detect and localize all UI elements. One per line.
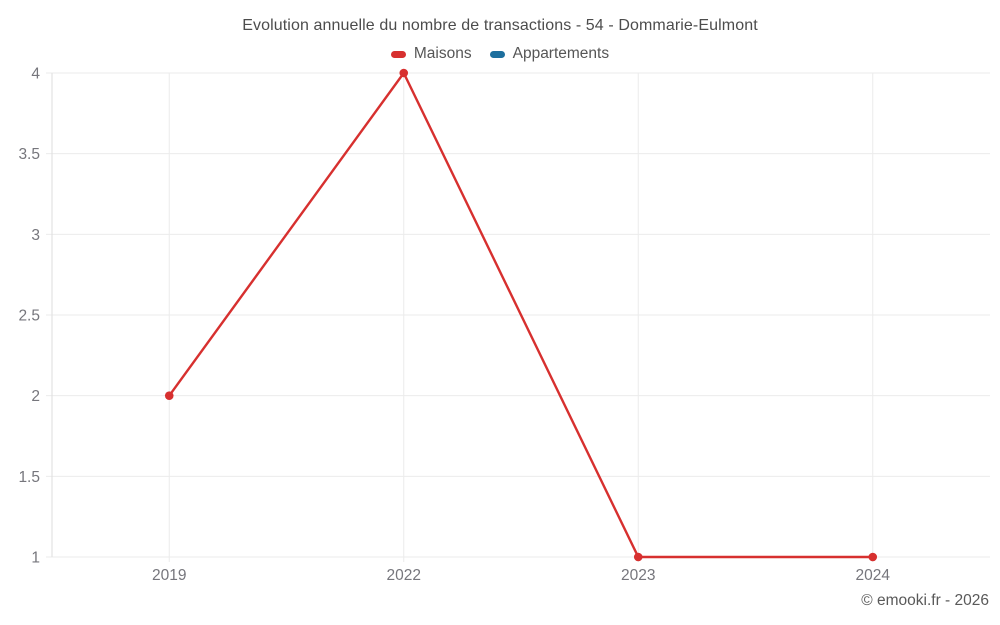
copyright-credit: © emooki.fr - 2026 [861, 592, 989, 609]
x-tick-label: 2019 [152, 567, 186, 584]
series-line-maisons [168, 71, 873, 559]
y-tick-label: 4 [31, 66, 40, 83]
y-tick-label: 1 [31, 550, 40, 567]
data-point[interactable] [399, 68, 409, 78]
data-point[interactable] [633, 552, 643, 562]
y-tick-label: 3 [31, 227, 40, 244]
data-point[interactable] [868, 552, 878, 562]
legend-item-maisons[interactable]: Maisons [390, 45, 472, 63]
y-tick-label: 3.5 [18, 146, 40, 163]
data-point[interactable] [164, 391, 174, 400]
x-tick-label: 2022 [387, 567, 421, 584]
chart-legend: Maisons Appartements [0, 45, 1000, 63]
legend-swatch [390, 50, 406, 58]
y-tick-label: 1.5 [18, 469, 40, 486]
legend-label: Maisons [413, 45, 472, 62]
legend-label: Appartements [512, 45, 610, 62]
y-tick-label: 2.5 [18, 308, 40, 325]
legend-swatch [489, 50, 505, 58]
y-tick-label: 2 [31, 388, 40, 405]
chart-title: Evolution annuelle du nombre de transact… [242, 17, 758, 34]
x-tick-label: 2023 [621, 567, 655, 584]
legend-item-appartements[interactable]: Appartements [489, 45, 610, 63]
x-tick-label: 2024 [856, 567, 891, 584]
